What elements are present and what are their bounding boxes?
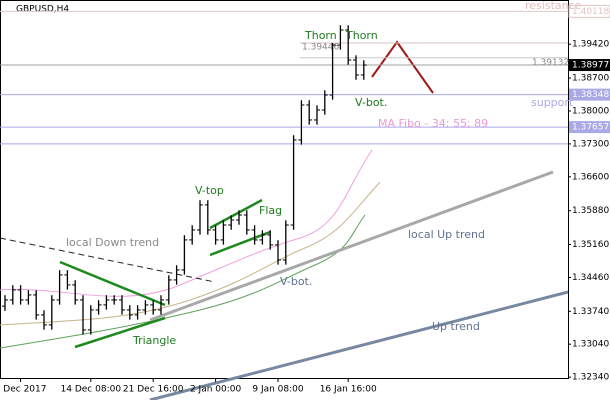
level-tag bbox=[569, 88, 610, 101]
local-down-trend bbox=[0, 237, 216, 283]
level-tag bbox=[569, 59, 610, 72]
y-tick-label: 1.38000 bbox=[572, 106, 609, 116]
annotation: V-bot. bbox=[280, 275, 312, 288]
level-label: 1.38977 bbox=[572, 61, 609, 71]
flag-lower bbox=[209, 230, 271, 257]
ma-34 bbox=[0, 149, 373, 297]
triangle-lower bbox=[74, 316, 166, 349]
x-tick-label: 16 Jan 16:00 bbox=[320, 385, 377, 395]
annotation: V-bot. bbox=[355, 96, 387, 109]
flag-upper bbox=[209, 198, 263, 230]
annotation: local Down trend bbox=[66, 236, 159, 249]
annotation: resistance bbox=[525, 0, 582, 12]
level-label: 1.39446 bbox=[302, 42, 339, 52]
level-label: 1.37657 bbox=[572, 123, 609, 133]
annotation: local Up trend bbox=[408, 228, 485, 241]
y-tick-label: 1.33740 bbox=[572, 307, 609, 317]
y-tick-label: 1.33040 bbox=[572, 340, 609, 350]
x-tick-label: 14 Dec 08:00 bbox=[61, 385, 122, 395]
y-tick-label: 1.35880 bbox=[572, 206, 609, 216]
plot-frame bbox=[0, 0, 569, 379]
level-tag bbox=[568, 4, 610, 18]
drawings bbox=[0, 40, 569, 400]
level-tag bbox=[569, 121, 610, 134]
annotation: Thorn bbox=[304, 29, 337, 42]
y-tick-label: 1.34460 bbox=[572, 273, 609, 283]
annotation: Thorn bbox=[345, 29, 378, 42]
local-up-trend bbox=[149, 170, 554, 322]
y-tick-label: 1.38700 bbox=[572, 74, 609, 84]
level-label: 1.38348 bbox=[572, 90, 609, 100]
ma-55 bbox=[0, 181, 381, 326]
annotation: Flag bbox=[259, 204, 282, 217]
y-tick-label: 1.36600 bbox=[572, 172, 609, 182]
chart-title: GBPUSD,H4 bbox=[16, 5, 69, 15]
annotation: V-top bbox=[195, 184, 224, 197]
y-tick-label: 1.32340 bbox=[572, 373, 609, 383]
level-label: 1.40118 bbox=[572, 7, 609, 17]
level-label: 1.39132 bbox=[532, 58, 569, 68]
annotation: Up trend bbox=[432, 320, 480, 333]
y-tick-label: 1.35160 bbox=[572, 240, 609, 250]
x-tick-label: 9 Jan 08:00 bbox=[252, 385, 304, 395]
x-tick-label: 2 Jan 00:00 bbox=[190, 385, 242, 395]
x-tick-label: 7 Dec 2017 bbox=[0, 385, 46, 395]
annotation: MA Fibo - 34; 55; 89 bbox=[378, 117, 488, 130]
annotation: support bbox=[531, 96, 574, 109]
y-tick-label: 1.39420 bbox=[572, 40, 609, 50]
x-tick-label: 21 Dec 16:00 bbox=[123, 385, 184, 395]
up-trend bbox=[149, 290, 569, 400]
triangle-upper bbox=[59, 260, 166, 307]
annotation: Triangle bbox=[132, 334, 176, 347]
y-tick-label: 1.37300 bbox=[572, 139, 609, 149]
